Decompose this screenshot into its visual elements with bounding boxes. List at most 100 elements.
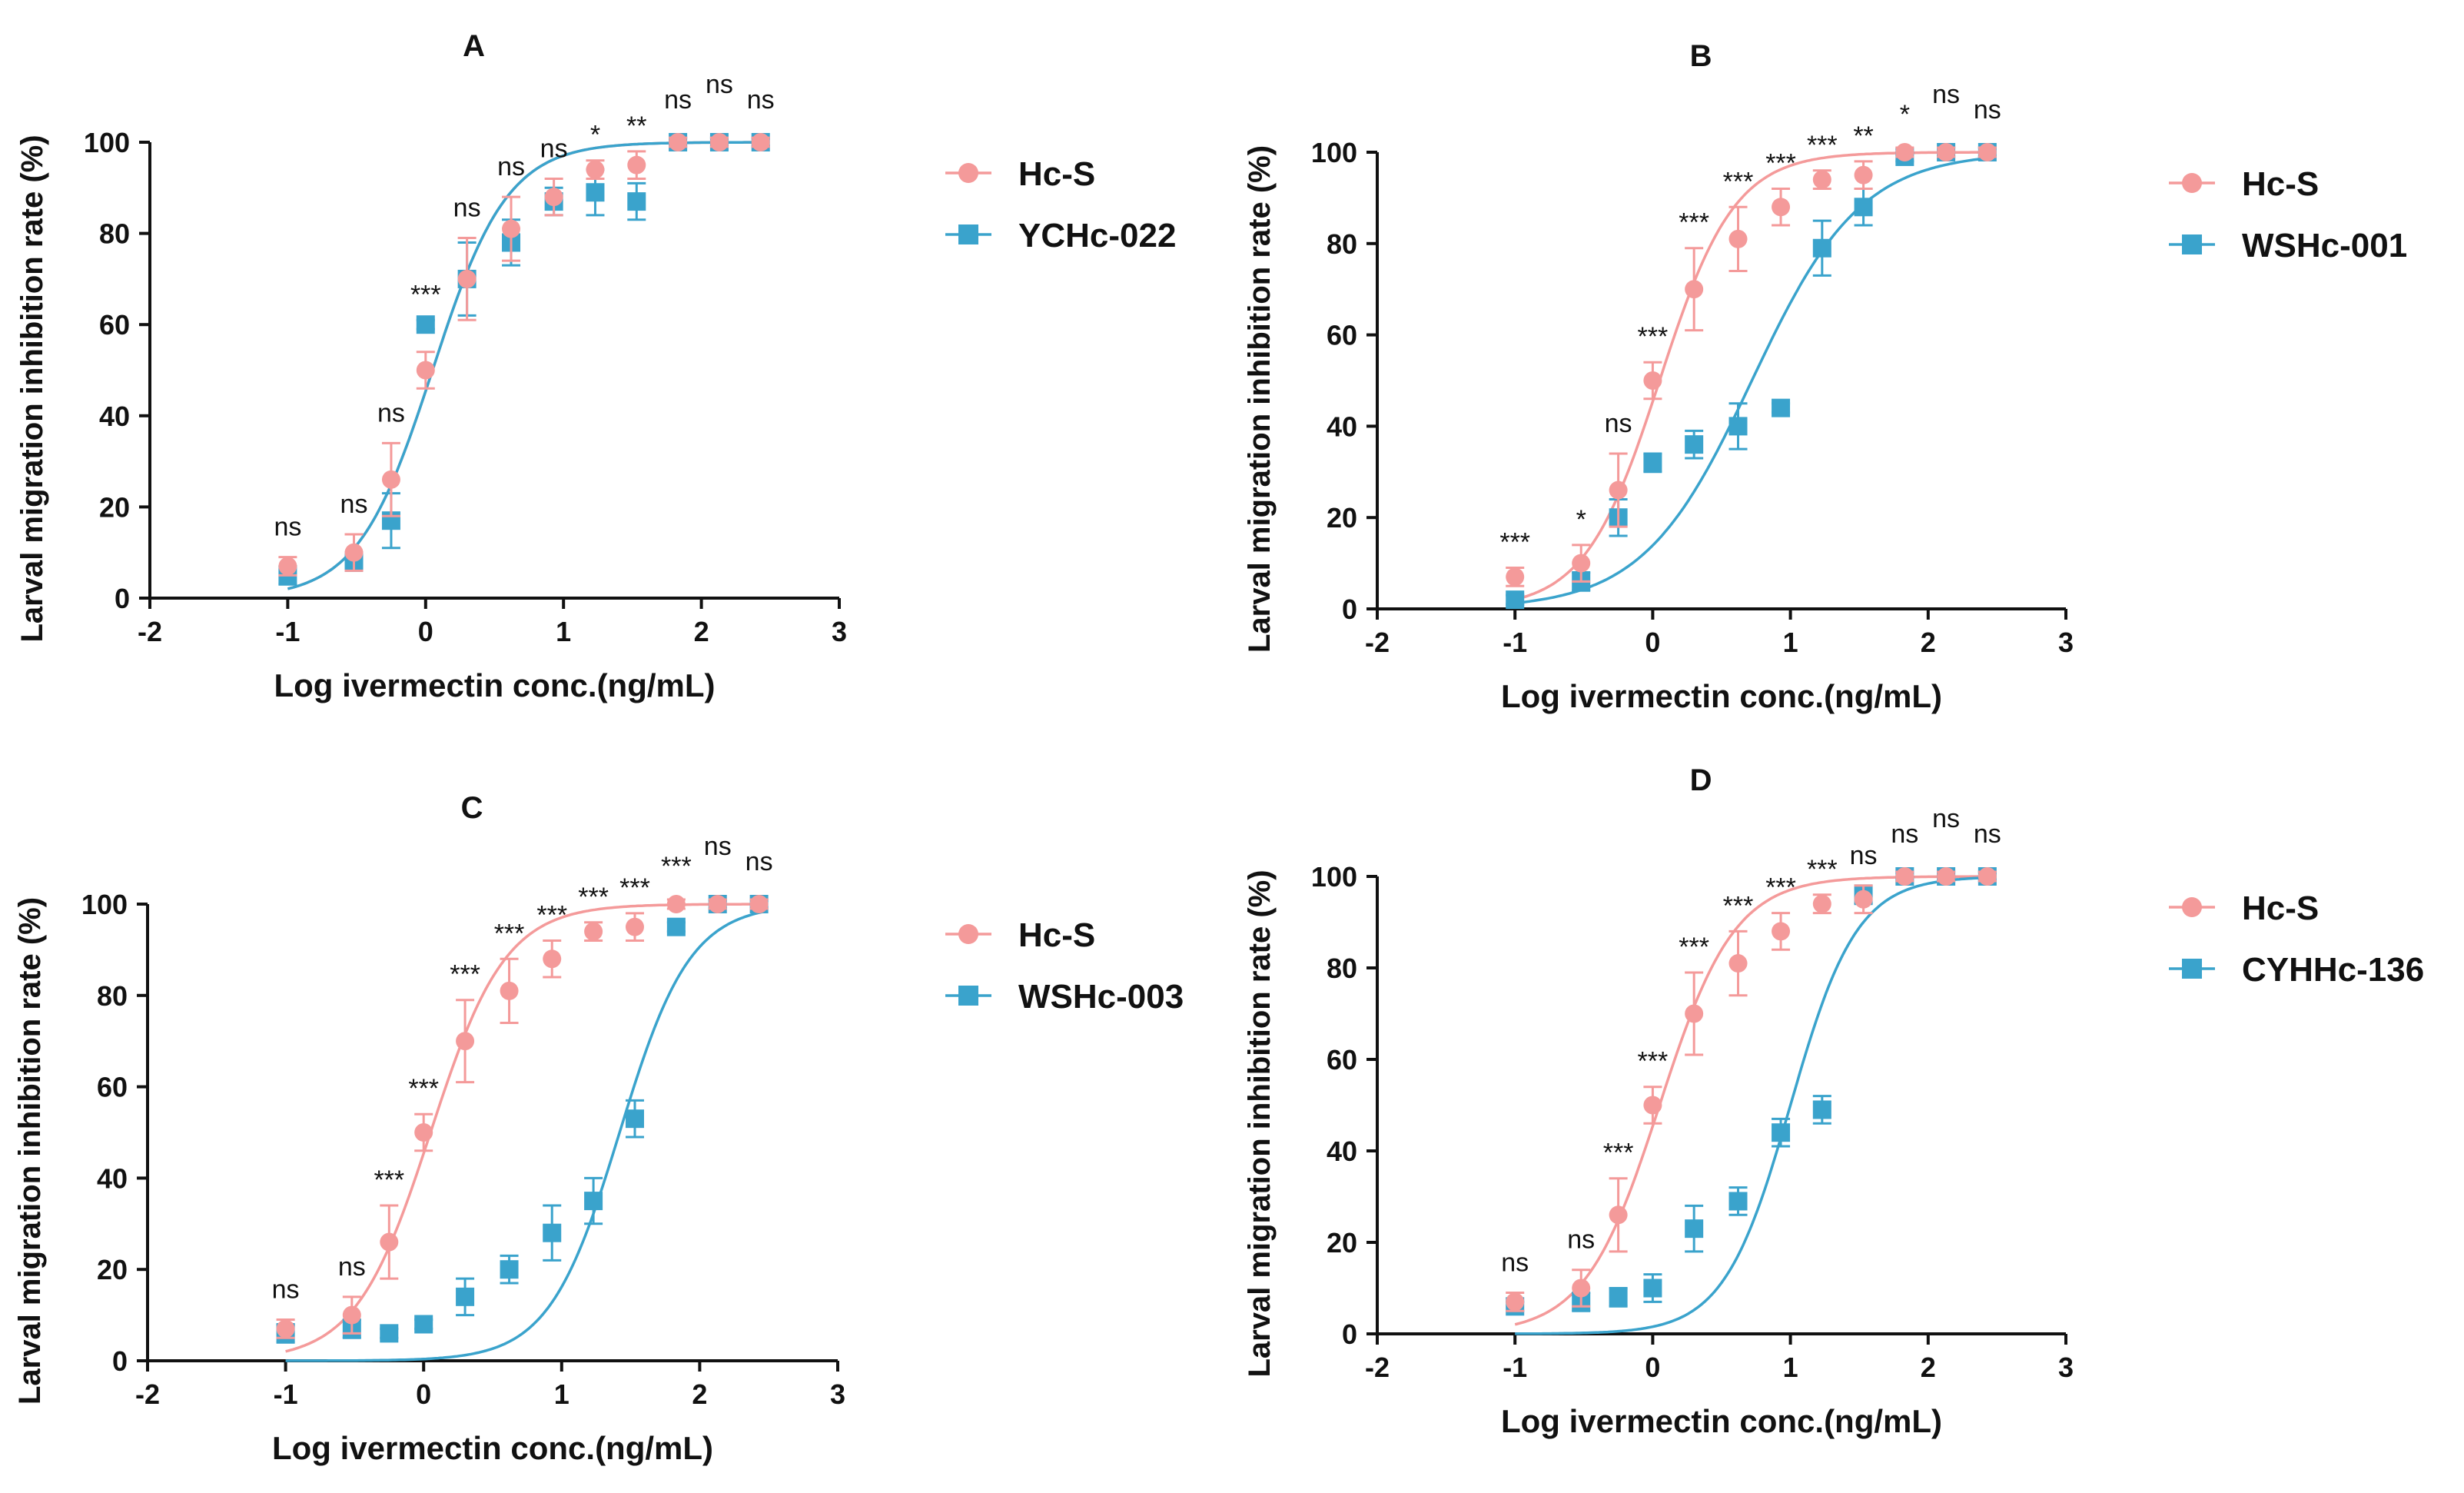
legend: Hc-S WSHc-001 xyxy=(2169,165,2407,264)
significance-label: *** xyxy=(1603,1139,1634,1168)
significance-label: *** xyxy=(1807,855,1838,884)
significance-label: *** xyxy=(1723,167,1754,196)
panel-title: A xyxy=(463,29,485,63)
data-point-hc-s xyxy=(1812,170,1831,189)
legend-item: CYHHc-136 xyxy=(2169,951,2424,989)
x-tick-label: 0 xyxy=(1645,627,1660,658)
data-point-hc-s xyxy=(709,133,729,151)
legend-label: Hc-S xyxy=(2242,889,2319,927)
significance-label: *** xyxy=(619,873,650,903)
data-point-hc-s xyxy=(1609,480,1628,500)
fit-curve-wshc-001 xyxy=(1514,156,1991,605)
significance-label: *** xyxy=(408,1074,439,1103)
legend: Hc-S YCHc-022 xyxy=(945,155,1176,254)
y-tick-label: 80 xyxy=(1327,228,1357,260)
data-point-hc-s xyxy=(1685,280,1704,299)
significance-label: ns xyxy=(540,134,568,163)
data-point-hc-s xyxy=(276,1319,295,1338)
data-point-hc-s xyxy=(625,917,644,936)
data-point-hc-s xyxy=(1728,229,1748,248)
significance-label: * xyxy=(1576,505,1586,534)
y-tick-label: 40 xyxy=(99,401,130,432)
data-point-hc-s xyxy=(1978,143,1997,161)
legend-item: Hc-S xyxy=(945,916,1095,954)
data-point-hc-s xyxy=(502,219,521,238)
x-tick-label: 2 xyxy=(692,1378,707,1410)
data-point-hc-s xyxy=(627,155,646,175)
y-tick-label: 60 xyxy=(1327,320,1357,351)
data-point-hc-s xyxy=(1895,143,1914,161)
data-point-hc-s xyxy=(342,1305,361,1325)
y-tick-label: 100 xyxy=(81,889,128,920)
y-tick-label: 0 xyxy=(1342,594,1357,625)
y-tick-label: 100 xyxy=(84,127,130,158)
y-tick-label: 80 xyxy=(97,980,128,1012)
data-point-hc-s xyxy=(749,895,769,913)
data-point-hc-s xyxy=(416,361,435,380)
y-tick-label: 100 xyxy=(1311,137,1357,168)
data-point-hc-s xyxy=(543,949,562,969)
data-point-ychc-022 xyxy=(586,183,605,202)
data-point-hc-s xyxy=(1728,954,1748,973)
x-tick-label: -2 xyxy=(1365,627,1390,658)
legend-marker xyxy=(958,924,978,944)
significance-label: ns xyxy=(706,70,733,99)
significance-label: *** xyxy=(1723,891,1754,920)
legend-marker xyxy=(2182,173,2202,193)
data-point-hc-s xyxy=(1685,1004,1704,1023)
data-point-hc-s xyxy=(544,188,563,207)
x-tick-label: 3 xyxy=(2058,1352,2074,1383)
significance-label: ns xyxy=(664,85,692,115)
data-point-hc-s xyxy=(457,269,477,288)
significance-label: * xyxy=(1900,100,1910,129)
significance-label: *** xyxy=(1638,1047,1669,1076)
data-point-hc-s xyxy=(1895,867,1914,886)
data-point-hc-s xyxy=(381,470,400,489)
data-point-ychc-022 xyxy=(627,192,646,211)
data-point-wshc-001 xyxy=(1685,435,1704,454)
x-tick-label: 1 xyxy=(554,1378,570,1410)
y-tick-label: 40 xyxy=(1327,1136,1357,1167)
significance-label: ** xyxy=(1853,121,1873,151)
panel-d: D 0 20 40 60 80 100 -2 -1 0 1 2 3 Log ivermectin conc… xyxy=(1243,763,2424,1439)
x-axis-label: Log ivermectin conc.(ng/mL) xyxy=(272,1430,713,1466)
legend-marker xyxy=(958,224,978,244)
significance-label: ns xyxy=(274,513,301,542)
significance-label: ns xyxy=(338,1252,366,1282)
y-tick-label: 40 xyxy=(1327,411,1357,442)
legend-label: CYHHc-136 xyxy=(2242,951,2424,989)
significance-label: ns xyxy=(377,398,405,427)
data-point-hc-s xyxy=(414,1123,433,1142)
significance-label: *** xyxy=(1638,322,1669,351)
data-point-wshc-001 xyxy=(1812,238,1831,258)
significance-label: ns xyxy=(1974,820,2001,849)
x-tick-label: -1 xyxy=(1503,1352,1527,1383)
x-tick-label: 3 xyxy=(2058,627,2074,658)
data-point-hc-s xyxy=(1937,143,1956,161)
x-tick-label: 0 xyxy=(418,616,433,647)
x-axis-label: Log ivermectin conc.(ng/mL) xyxy=(1501,1403,1942,1439)
data-point-hc-s xyxy=(584,922,603,941)
data-point-hc-s xyxy=(1772,922,1791,941)
x-tick-label: 3 xyxy=(830,1378,845,1410)
data-point-hc-s xyxy=(1506,1292,1525,1312)
data-point-cyhhc-136 xyxy=(1609,1288,1628,1307)
data-point-hc-s xyxy=(751,133,770,151)
y-tick-label: 80 xyxy=(1327,953,1357,984)
x-tick-label: -1 xyxy=(1503,627,1527,658)
significance-label: * xyxy=(590,121,600,150)
significance-label: ns xyxy=(453,194,481,223)
y-tick-label: 100 xyxy=(1311,861,1357,893)
y-tick-label: 40 xyxy=(97,1162,128,1194)
data-point-wshc-003 xyxy=(584,1192,603,1211)
significance-label: ns xyxy=(340,490,368,519)
significance-label: *** xyxy=(410,280,441,309)
significance-label: *** xyxy=(1679,208,1709,238)
data-point-hc-s xyxy=(1854,889,1873,909)
significance-label: *** xyxy=(578,883,609,912)
legend-label: Hc-S xyxy=(1018,155,1095,193)
y-tick-label: 0 xyxy=(1342,1318,1357,1350)
significance-label: ns xyxy=(1850,841,1878,870)
y-axis-label: Larval migration inhibition rate (%) xyxy=(1243,870,1277,1377)
data-point-hc-s xyxy=(1937,867,1956,886)
